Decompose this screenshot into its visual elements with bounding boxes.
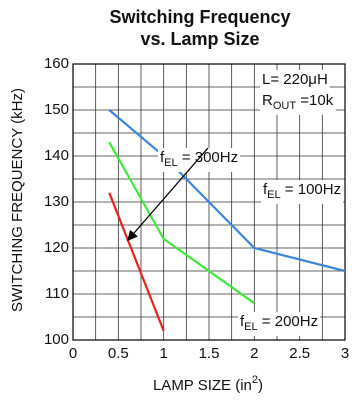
label-part: f <box>240 313 245 330</box>
chart-title: Switching Frequency <box>109 7 290 27</box>
arrow <box>127 147 209 241</box>
label-part: ) <box>258 377 263 394</box>
label-part: =10k <box>296 92 334 109</box>
label-part: R <box>262 92 273 109</box>
label-part: L= 220μH <box>262 71 328 88</box>
label-sub: EL <box>244 321 257 333</box>
label-part: f <box>160 149 165 166</box>
label-bg <box>260 69 330 91</box>
chart-title: vs. Lamp Size <box>140 29 259 49</box>
label-sub: EL <box>267 189 280 201</box>
line <box>108 109 346 273</box>
x-tick-label: 3 <box>341 345 349 362</box>
y-axis-label: SWITCHING FREQUENCY (kHz) <box>9 88 26 312</box>
x-tick-label: 1 <box>159 345 167 362</box>
label-bg <box>158 147 241 172</box>
label-part: = 200Hz <box>258 313 318 330</box>
y-tick-label: 120 <box>44 239 69 256</box>
x-tick-label: 2 <box>250 345 258 362</box>
line <box>108 192 165 332</box>
y-tick-label: 140 <box>44 147 69 164</box>
y-tick-label: 130 <box>44 193 69 210</box>
label-part: = 300Hz <box>178 149 238 166</box>
label-sub: EL <box>164 157 177 169</box>
annotation: ROUT =10k <box>262 92 334 112</box>
y-tick-label: 100 <box>44 331 69 348</box>
annotation: fEL = 100Hz <box>263 181 341 201</box>
y-tick-label: 150 <box>44 101 69 118</box>
label-bg <box>260 90 336 115</box>
label-part: = 100Hz <box>281 181 341 198</box>
annotation: fEL = 200Hz <box>240 313 318 333</box>
label-bg <box>261 179 344 204</box>
annotation: fEL = 300Hz <box>160 149 238 169</box>
label-part: f <box>263 181 268 198</box>
y-tick-label: 110 <box>45 285 69 302</box>
line <box>108 141 255 305</box>
plot-frame <box>72 63 346 341</box>
x-axis-label: LAMP SIZE (in2) <box>153 374 263 394</box>
annotation: L= 220μH <box>262 71 328 88</box>
x-tick-label: 0.5 <box>108 345 129 362</box>
label-bg <box>238 311 321 336</box>
label-sub: OUT <box>273 100 297 112</box>
x-tick-label: 1.5 <box>199 345 220 362</box>
x-tick-label: 0 <box>69 345 77 362</box>
x-tick-label: 2.5 <box>289 345 310 362</box>
label-part: LAMP SIZE (in <box>153 377 252 394</box>
y-tick-label: 160 <box>44 55 69 72</box>
label-sup: 2 <box>252 374 258 386</box>
